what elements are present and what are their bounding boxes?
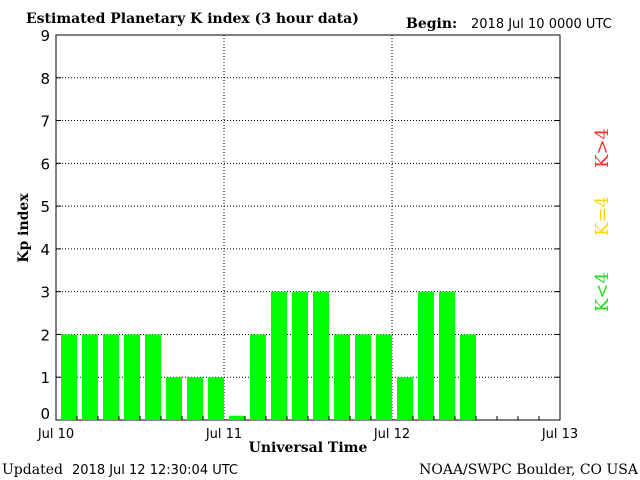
y-tick-label: 9: [40, 27, 50, 45]
y-tick-label: 8: [40, 70, 50, 88]
begin-value: 2018 Jul 10 0000 UTC: [471, 17, 612, 32]
bar-2018-07-10-15-00: [166, 377, 182, 420]
bar-2018-07-10-18-00: [187, 377, 203, 420]
y-tick-label: 1: [40, 369, 50, 387]
y-tick-label: 7: [40, 113, 50, 131]
bar-2018-07-12-00-00: [397, 377, 413, 420]
bar-2018-07-11-18-00: [355, 334, 371, 420]
bars: [61, 291, 476, 420]
bar-2018-07-11-09-00: [292, 291, 308, 420]
bar-2018-07-11-00-00: [229, 415, 245, 420]
x-tick-label: Jul 10: [37, 427, 74, 442]
bar-2018-07-11-12-00: [313, 291, 329, 420]
updated-value: 2018 Jul 12 12:30:04 UTC: [72, 463, 238, 478]
bar-2018-07-10-21-00: [208, 377, 224, 420]
y-tick-label: 2: [40, 326, 50, 344]
x-axis-ticks: Jul 10 Jul 11 Jul 12 Jul 13: [37, 416, 578, 442]
chart-title: Estimated Planetary K index (3 hour data…: [26, 11, 359, 27]
bar-2018-07-10-09-00: [124, 334, 140, 420]
bar-2018-07-11-03-00: [250, 334, 266, 420]
bar-2018-07-12-03-00: [418, 291, 434, 420]
begin-label: Begin:: [406, 16, 457, 32]
legend-k-equal-4: K=4: [592, 196, 613, 236]
y-tick-label: 0: [40, 405, 50, 423]
bar-2018-07-11-06-00: [271, 291, 287, 420]
bar-2018-07-10-12-00: [145, 334, 161, 420]
legend-k-greater-4: K>4: [592, 128, 613, 168]
bar-2018-07-10-03-00: [82, 334, 98, 420]
updated-label: Updated: [2, 462, 63, 478]
y-axis-title: Kp index: [16, 193, 32, 263]
bar-2018-07-12-06-00: [439, 291, 455, 420]
bar-2018-07-10-00-00: [61, 334, 77, 420]
y-tick-label: 4: [40, 241, 50, 259]
bar-2018-07-10-06-00: [103, 334, 119, 420]
x-tick-label: Jul 13: [541, 427, 578, 442]
y-tick-label: 3: [40, 284, 50, 302]
x-axis-title: Universal Time: [249, 440, 368, 456]
bar-2018-07-12-09-00: [460, 334, 476, 420]
y-axis-ticks: 0 1 2 3 4 5 6 7 8 9: [40, 27, 560, 423]
legend-k-less-4: K<4: [592, 272, 613, 312]
y-tick-label: 6: [40, 155, 50, 173]
y-tick-label: 5: [40, 198, 50, 216]
bar-2018-07-11-15-00: [334, 334, 350, 420]
x-tick-label: Jul 11: [205, 427, 242, 442]
source-credit: NOAA/SWPC Boulder, CO USA: [419, 462, 639, 478]
x-tick-label: Jul 12: [373, 427, 410, 442]
bar-2018-07-11-21-00: [376, 334, 392, 420]
